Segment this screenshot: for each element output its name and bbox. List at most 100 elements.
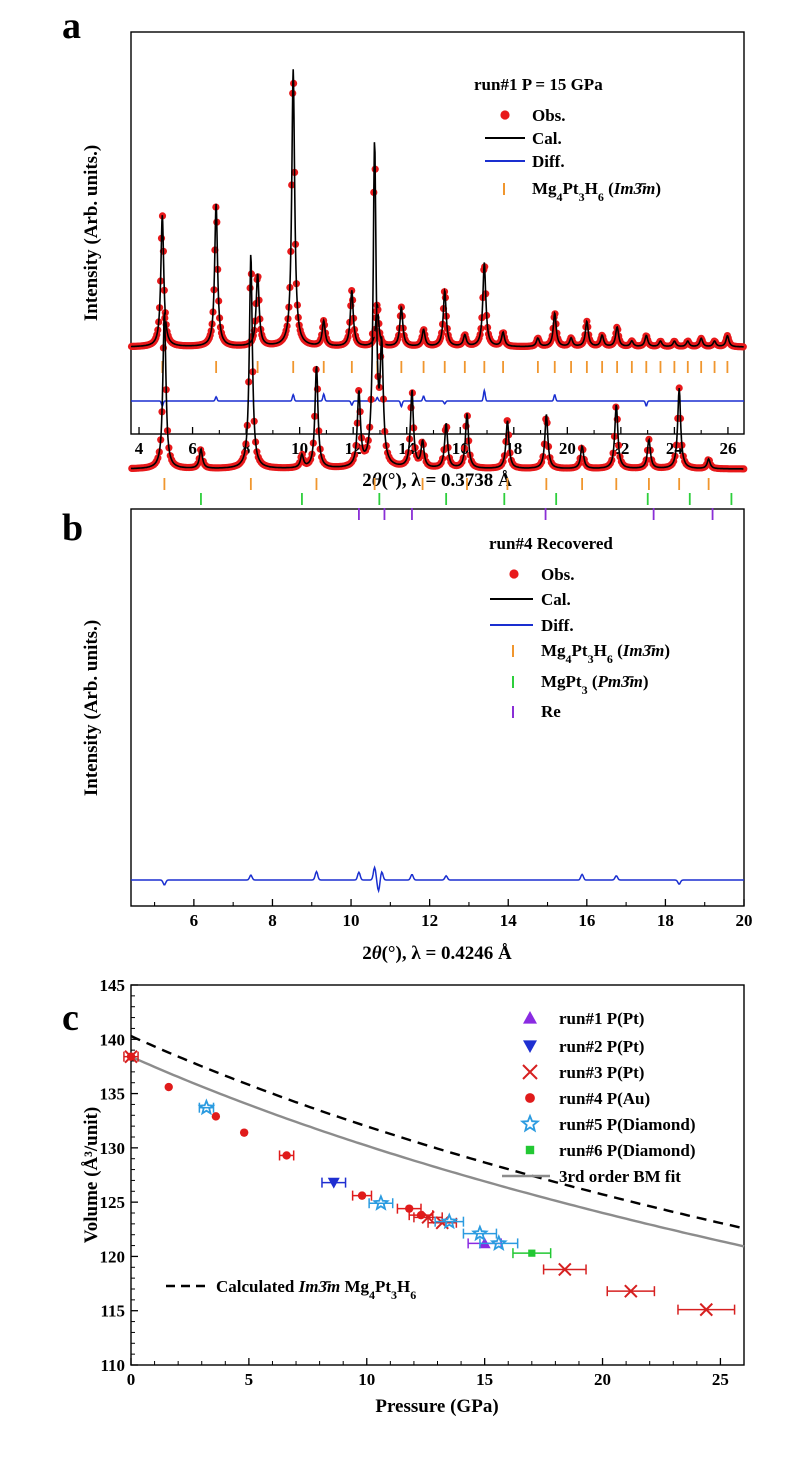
formula-element: H (397, 1277, 410, 1296)
legend-run5-label: run#5 P(Diamond) (559, 1115, 695, 1134)
x-tick-label: 4 (135, 439, 144, 458)
data-point (699, 1302, 713, 1317)
legend-obs-label-a: Obs. (532, 106, 566, 125)
x-tick-label: 20 (559, 439, 576, 458)
curves-c (130, 1034, 745, 1248)
run-label-b: run#4 Recovered (489, 534, 613, 553)
plot-data-a (127, 69, 747, 409)
legend-diff-label-a: Diff. (532, 152, 565, 171)
data-point (357, 1191, 367, 1200)
legend-fit-label: 3rd order BM fit (559, 1167, 681, 1186)
data-point (440, 1212, 459, 1230)
series-circle (126, 1052, 434, 1221)
formula-element: Mg (541, 641, 566, 660)
calculated-line (131, 142, 744, 470)
formula-element: Pt (563, 179, 579, 198)
formula-element: Pt (572, 641, 588, 660)
x-tick-label: 8 (242, 439, 251, 458)
data-point (211, 1112, 221, 1121)
data-point (471, 1224, 489, 1242)
formula-element: Mg (344, 1277, 369, 1296)
formula-element: H (594, 641, 607, 660)
legend-run1-label: run#1 P(Pt) (559, 1009, 644, 1028)
data-point (282, 1151, 291, 1160)
legend-marker (523, 1040, 537, 1053)
plot-frame-b (130, 508, 745, 907)
legend-phase-label-a: Mg4Pt3H6 (Im3̄m) (532, 179, 661, 204)
data-point (624, 1284, 638, 1298)
legend-phase1-label-b: Mg4Pt3H6 (Im3̄m) (541, 641, 670, 666)
formula-subscript: 6 (598, 190, 604, 204)
x-tick-label: 6 (190, 911, 199, 930)
calculated-line (131, 69, 744, 348)
x-tick-label: 20 (594, 1370, 611, 1389)
legend-obs-label-b: Obs. (541, 565, 575, 584)
y-tick-label: 120 (100, 1247, 126, 1266)
legend-diff-label-b: Diff. (541, 616, 574, 635)
y-axis-title-b: Intensity (Arb. units.) (81, 620, 102, 796)
y-tick-label: 145 (100, 976, 126, 995)
x-tick-label: 18 (657, 911, 674, 930)
run-label-a: run#1 P = 15 GPa (474, 75, 603, 94)
points-c (123, 1049, 736, 1317)
x-tick-label: 16 (578, 911, 595, 930)
x-tick-label: 14 (500, 911, 518, 930)
x-tick-label: 10 (358, 1370, 375, 1389)
panel-letter-a: a (62, 5, 81, 47)
x-axis-title-c: Pressure (GPa) (375, 1396, 498, 1417)
series-star (197, 1098, 519, 1251)
legend-run3-label: run#3 P(Pt) (559, 1063, 644, 1082)
data-point (416, 1210, 426, 1220)
series-triangle-down (321, 1177, 347, 1189)
data-point (372, 1193, 390, 1211)
data-point (489, 1234, 508, 1251)
formula-subscript: 3 (391, 1288, 397, 1302)
x-tick-label: 0 (127, 1370, 136, 1389)
legend-c: run#1 P(Pt) run#2 P(Pt) run#3 P(Pt) run#… (502, 1009, 695, 1186)
x-tick-label: 20 (736, 911, 753, 930)
legend-phase2-label-b: MgPt3 (Pm3̄m) (541, 672, 649, 697)
legend-cal-label-a: Cal. (532, 129, 562, 148)
obs-point (740, 465, 748, 473)
formula-element: Pt (375, 1277, 391, 1296)
y-tick-label: 135 (100, 1085, 126, 1104)
formula-subscript: 3 (582, 683, 588, 697)
legend-run4-label: run#4 P(Au) (559, 1089, 650, 1108)
legend-marker (522, 1064, 538, 1080)
legend-obs-marker-a (500, 110, 510, 120)
panel-b: b 6 8 10 12 14 16 18 20 2θ(°), λ = 0.4246 Å Int… (62, 142, 753, 964)
formula-subscript: 6 (607, 652, 613, 666)
calculated-eos-curve (130, 1034, 745, 1230)
y-tick-label: 115 (100, 1302, 125, 1321)
data-point (528, 1249, 536, 1257)
x-tick-label: 6 (188, 439, 197, 458)
x-tick-label: 12 (421, 911, 438, 930)
x-axis-title-a: 2θ(°), λ = 0.3738 Å (362, 470, 512, 491)
x-tick-label: 15 (476, 1370, 493, 1389)
series-square (512, 1248, 552, 1259)
y-axis-title-a: Intensity (Arb. units.) (81, 145, 102, 321)
legend-marker (525, 1145, 535, 1155)
difference-line (131, 865, 744, 894)
legend-marker (523, 1011, 537, 1024)
plot-data-b (128, 142, 748, 894)
data-point (405, 1204, 414, 1213)
legend-calc-label: Calculated Im3̄m Mg4Pt3H6 (216, 1277, 416, 1302)
legend-marker (519, 1113, 541, 1133)
data-point (126, 1052, 136, 1061)
x-tick-label: 25 (712, 1370, 729, 1389)
data-point (239, 1128, 249, 1137)
data-point (197, 1098, 216, 1116)
y-axis-title-c: Volume (Å³/unit) (81, 1107, 102, 1243)
legend-obs-marker-b (509, 569, 519, 579)
formula-element: Mg (532, 179, 557, 198)
x-tick-label: 5 (245, 1370, 254, 1389)
x-tick-label: 8 (268, 911, 277, 930)
data-point (558, 1262, 572, 1277)
formula-subscript: 3 (588, 652, 594, 666)
panel-letter-b: b (62, 507, 83, 549)
panel-letter-c: c (62, 997, 79, 1039)
difference-line (131, 387, 744, 409)
formula-element: H (585, 179, 598, 198)
